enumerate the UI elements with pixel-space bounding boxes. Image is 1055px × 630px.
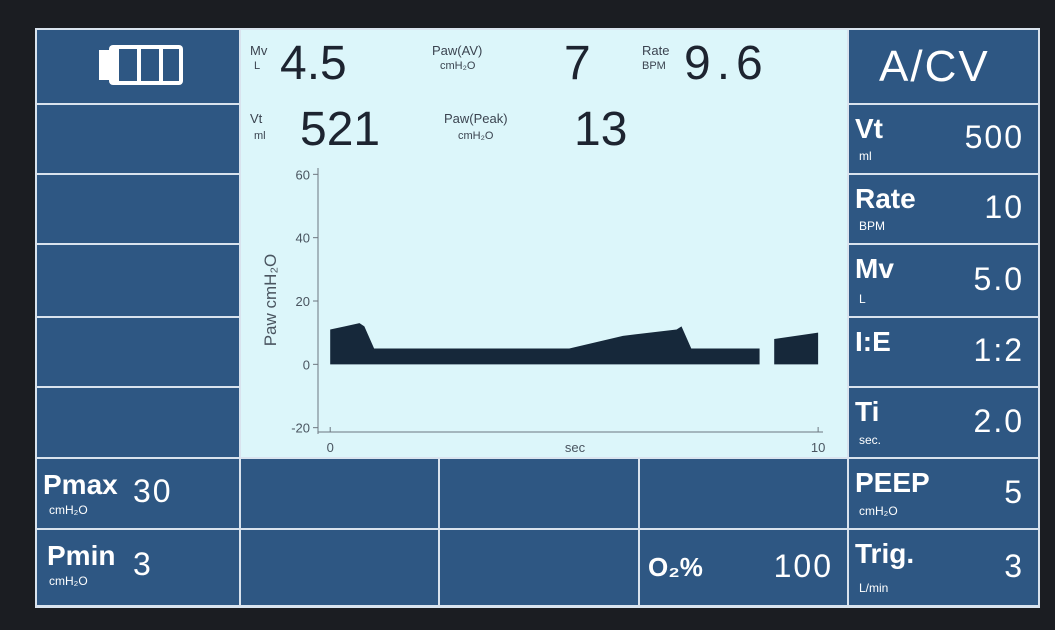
y-tick-label: 0 xyxy=(303,357,310,372)
x-tick-label: 10 xyxy=(811,440,825,455)
y-tick-label: 20 xyxy=(296,294,310,309)
y-tick-label: -20 xyxy=(291,421,310,436)
y-tick-label: 60 xyxy=(296,167,310,182)
y-tick-label: 40 xyxy=(296,231,310,246)
pressure-area xyxy=(330,323,818,364)
x-tick-label: 0 xyxy=(327,440,334,455)
x-axis-label: sec xyxy=(565,440,586,455)
y-axis-label: Paw cmH₂O xyxy=(261,254,280,347)
pressure-chart: Paw cmH₂O sec 60 40 20 0 -20 0 10 xyxy=(0,0,1055,630)
page: Pmax cmH₂O 30 Pmin cmH₂O 3 O₂% 100 A/CV … xyxy=(0,0,1055,630)
